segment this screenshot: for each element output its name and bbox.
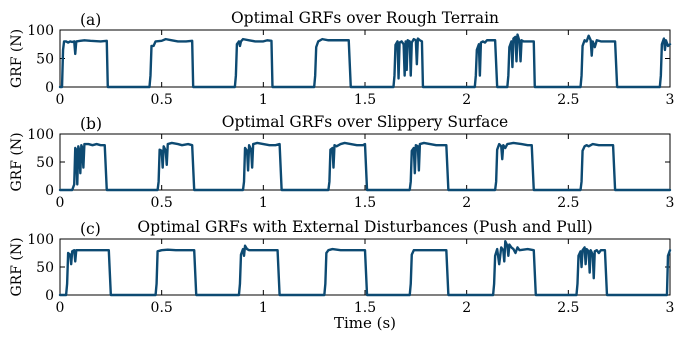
y-tick-label: 50: [36, 260, 54, 276]
x-tick-label: 2: [462, 92, 471, 108]
x-tick-label: 0: [56, 92, 65, 108]
x-tick-label: 2: [462, 300, 471, 316]
x-tick-label: 1.5: [354, 92, 376, 108]
y-tick-label: 50: [36, 155, 54, 171]
y-tick-label: 100: [27, 127, 54, 143]
x-tick-label: 1: [259, 92, 268, 108]
y-axis-label: GRF (N): [9, 237, 25, 296]
panel-label: (a): [80, 11, 101, 29]
y-tick-label: 100: [27, 23, 54, 39]
x-tick-label: 1: [259, 300, 268, 316]
x-axis-label: Time (s): [334, 314, 396, 332]
x-tick-label: 2: [462, 195, 471, 211]
panel-title: Optimal GRFs over Rough Terrain: [231, 9, 499, 27]
x-tick-label: 1: [259, 195, 268, 211]
x-tick-label: 3: [666, 195, 675, 211]
y-tick-label: 50: [36, 52, 54, 68]
x-tick-label: 0: [56, 195, 65, 211]
panel-label: (c): [80, 220, 101, 238]
y-tick-label: 100: [27, 232, 54, 248]
x-tick-label: 2.5: [557, 300, 579, 316]
y-axis-label: GRF (N): [9, 29, 25, 88]
x-tick-label: 0: [56, 300, 65, 316]
x-tick-label: 1.5: [354, 195, 376, 211]
panel-label: (b): [80, 115, 102, 133]
y-axis-label: GRF (N): [9, 132, 25, 191]
x-tick-label: 3: [666, 92, 675, 108]
grf-series-line: [58, 141, 672, 192]
grf-series-line: [58, 33, 672, 89]
x-tick-label: 2.5: [557, 92, 579, 108]
panel-title: Optimal GRFs with External Disturbances …: [137, 218, 592, 236]
y-tick-label: 0: [45, 183, 54, 199]
x-tick-label: 1.5: [354, 300, 376, 316]
panel-title: Optimal GRFs over Slippery Surface: [222, 113, 508, 131]
x-tick-label: 3: [666, 300, 675, 316]
grf-series-line: [58, 240, 672, 297]
x-tick-label: 0.5: [151, 195, 173, 211]
x-tick-label: 0.5: [151, 300, 173, 316]
x-tick-label: 2.5: [557, 195, 579, 211]
x-tick-label: 0.5: [151, 92, 173, 108]
y-tick-label: 0: [45, 80, 54, 96]
y-tick-label: 0: [45, 288, 54, 304]
